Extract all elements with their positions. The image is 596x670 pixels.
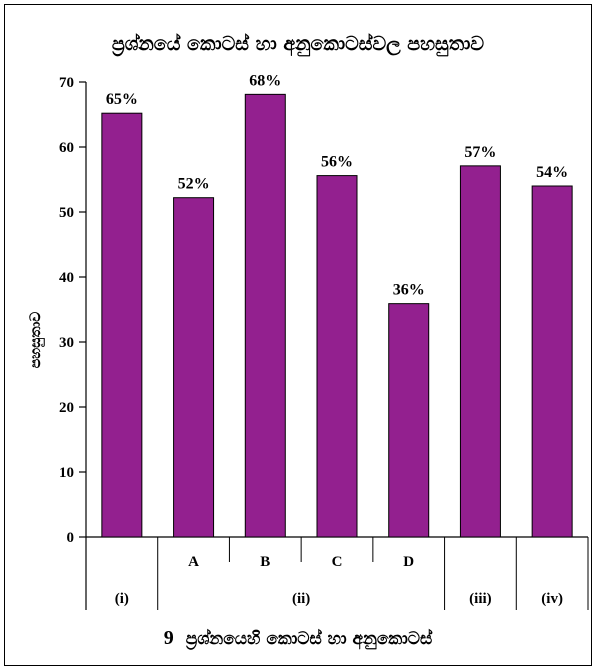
group-label: (iii) <box>469 591 492 607</box>
subcategory-label: C <box>332 554 343 570</box>
y-axis-ticks: 0 10 20 30 40 50 60 70 <box>59 75 86 546</box>
group-label: (ii) <box>292 591 310 607</box>
data-label: 52% <box>178 176 210 193</box>
data-label: 54% <box>536 164 568 181</box>
bar <box>101 112 143 538</box>
data-label: 68% <box>249 72 281 89</box>
bars <box>101 93 573 538</box>
bar <box>459 165 501 538</box>
data-label: 57% <box>464 144 496 161</box>
data-label: 65% <box>106 91 138 108</box>
y-tick-label: 60 <box>59 140 74 156</box>
bar <box>173 197 215 538</box>
group-label: (i) <box>115 591 129 607</box>
y-tick-label: 20 <box>59 400 74 416</box>
subcategory-label: A <box>188 554 199 570</box>
bar <box>244 93 286 538</box>
y-tick-label: 30 <box>59 335 74 351</box>
subcategory-label: B <box>260 554 270 570</box>
bar <box>388 303 430 538</box>
x-axis-title: 9 ප්‍රශ්නයෙහි කොටස් හා අනුකොටස් <box>164 627 433 650</box>
y-tick-label: 0 <box>67 530 75 546</box>
data-label: 56% <box>321 154 353 171</box>
subcategory-label: D <box>403 554 414 570</box>
category-table: A B C D (i) (ii) (iii) (iv) <box>115 537 589 610</box>
x-axis-title-number: 9 <box>164 627 174 649</box>
y-tick-label: 50 <box>59 205 74 221</box>
y-tick-label: 40 <box>59 270 74 286</box>
x-axis-title-text: ප්‍රශ්නයෙහි කොටස් හා අනුකොටස් <box>185 628 433 650</box>
y-axis-title-group: පහසුතාව <box>28 312 46 369</box>
bar <box>531 185 573 538</box>
y-axis-title: පහසුතාව <box>28 312 46 369</box>
data-label: 36% <box>393 282 425 299</box>
y-tick-label: 10 <box>59 465 74 481</box>
group-label: (iv) <box>541 591 563 607</box>
data-labels: 65% 52% 68% 56% 36% 57% 54% <box>106 72 568 298</box>
chart-title: ප්‍රශ්නයේ කොටස් හා අනුකොටස්වල පහසුතාව <box>112 33 485 58</box>
y-tick-label: 70 <box>59 75 74 91</box>
bar <box>316 175 358 538</box>
